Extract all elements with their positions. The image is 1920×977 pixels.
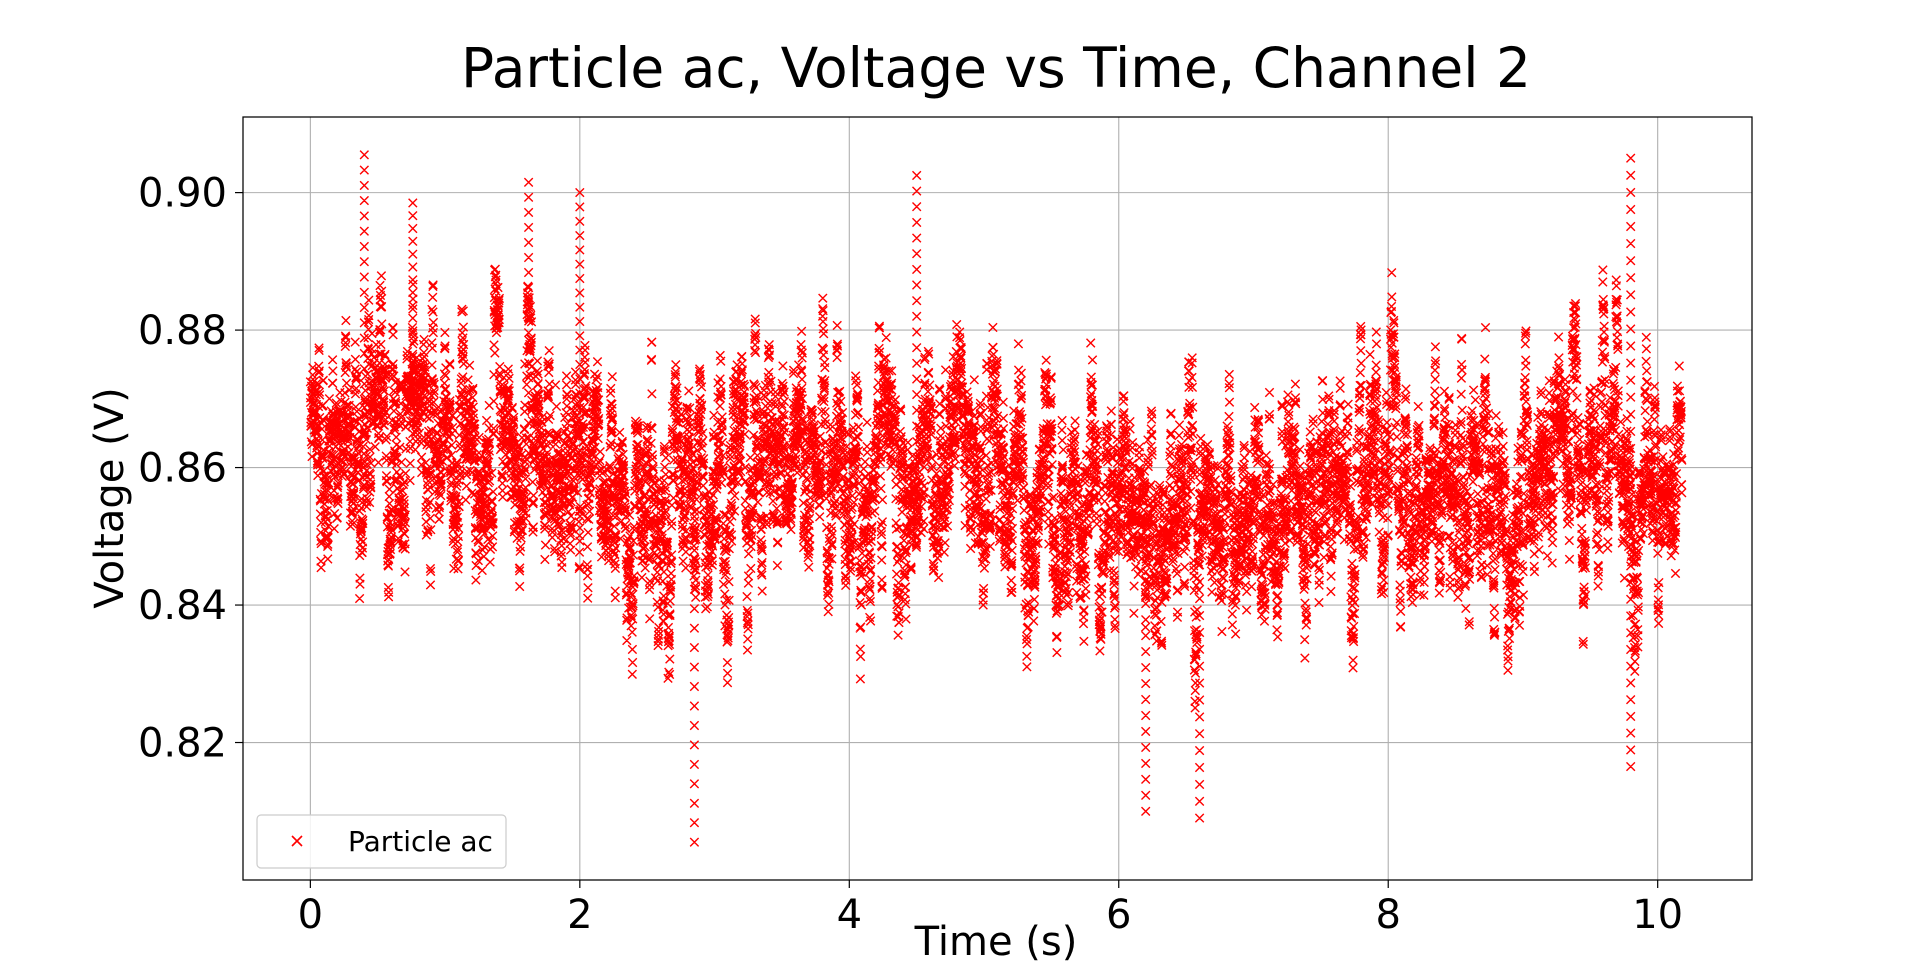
x-tick-label: 0 [298, 892, 323, 938]
series-particle-ac-markers [305, 150, 1687, 847]
x-tick-label: 6 [1106, 892, 1131, 938]
legend-label-particle-ac: Particle ac [348, 825, 493, 858]
legend: Particle ac [256, 814, 507, 869]
legend-marker-x [291, 835, 303, 847]
data-points-layer [305, 150, 1687, 847]
x-tick-label: 2 [567, 892, 592, 938]
y-tick-label: 0.84 [138, 583, 227, 629]
y-tick-label: 0.86 [138, 446, 227, 492]
x-tick-label: 8 [1375, 892, 1400, 938]
plot-frame [242, 116, 1753, 881]
y-axis-label: Voltage (V) [87, 387, 133, 608]
legend-box [256, 814, 507, 869]
y-tick-labels: 0.82 0.84 0.86 0.88 0.90 [138, 171, 227, 767]
x-tick-label: 10 [1632, 892, 1683, 938]
y-tick-label: 0.88 [138, 308, 227, 354]
x-tick-label: 4 [837, 892, 862, 938]
y-tick-label: 0.82 [138, 721, 227, 767]
chart-title: Particle ac, Voltage vs Time, Channel 2 [461, 36, 1531, 100]
x-tick-labels: 0 2 4 6 8 10 [298, 892, 1684, 938]
y-tick-label: 0.90 [138, 171, 227, 217]
axis-ticks [235, 192, 1659, 888]
x-axis-label: Time (s) [914, 919, 1078, 965]
